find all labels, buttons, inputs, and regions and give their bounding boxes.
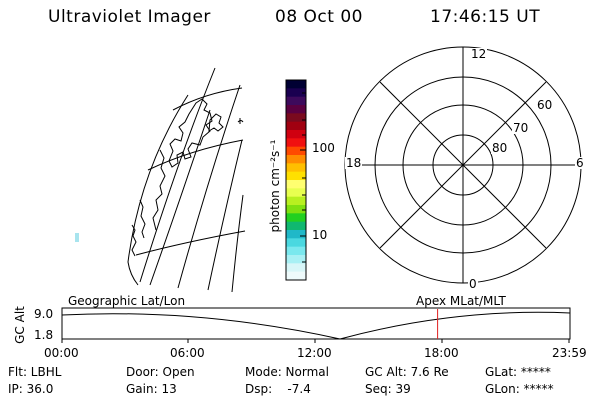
coastline [152,149,166,231]
latitude-line [147,139,244,171]
dsp-status: Dsp: -7.4 [245,382,311,396]
glon-status: GLon: ***** [485,382,554,396]
timeline-frame [61,307,571,340]
x-tick-label: 23:59 [552,346,587,360]
color-bar-band [286,146,306,156]
filter-status: Flt: LBHL [8,365,62,379]
color-bar-band [286,155,306,164]
color-bar-band [286,263,306,273]
color-bar-band [286,88,306,98]
image-pixel [75,233,79,242]
earth-limb [127,94,189,286]
lat-label-70: 70 [512,121,530,135]
lat-label-60: 60 [536,98,554,112]
color-bar-band [286,180,306,189]
mlt-label-0: 0 [468,277,478,291]
color-bar-band [286,246,306,256]
time-label: 17:46:15 UT [430,7,541,27]
color-bar-band [286,213,306,223]
longitude-line [177,84,241,289]
latitude-line [135,230,246,256]
longitude-line [231,194,244,293]
mlt-label-18: 18 [345,156,363,170]
coastline [237,118,244,124]
gc-altitude-curve [61,311,571,340]
mlt-label-12: 12 [470,47,488,61]
timeline-y-tick: 9.0 [34,307,54,321]
x-tick-label: 00:00 [44,346,79,360]
longitude-line [207,139,243,291]
color-bar-band [286,230,306,239]
coastline [168,98,213,168]
gc-alt-status: GC Alt: 7.6 Re [365,365,449,379]
latitude-line [172,87,243,111]
seq-status: Seq: 39 [365,382,411,396]
timeline-y-tick: 1.8 [34,328,54,342]
x-tick-label: 18:00 [424,346,459,360]
color-bar-band [286,130,306,139]
mode-status: Mode: Normal [245,365,329,379]
color-bar-band [286,96,306,106]
color-bar-band [286,105,306,114]
color-bar-band [286,138,306,148]
color-bar-band [286,121,306,131]
door-status: Door: Open [126,365,195,379]
coastline [131,224,137,257]
color-bar-tick-label: 100 [312,141,335,155]
instrument-title: Ultraviolet Imager [48,7,211,27]
color-bar-band [286,113,306,123]
ip-status: IP: 36.0 [8,382,54,396]
color-bar-band [286,163,306,173]
color-bar-band [286,80,306,89]
color-bar-band [286,238,306,248]
color-bar-band [286,188,306,198]
x-tick-label: 06:00 [170,346,205,360]
apex-label: Apex MLat/MLT [416,294,506,308]
color-bar-frame [285,79,307,281]
lat-label-80: 80 [491,141,509,155]
color-bar-band [286,196,306,206]
glat-status: GLat: ***** [485,365,551,379]
mlt-diagonal [379,81,547,249]
color-bar-band [286,171,306,181]
mlt-label-6: 6 [575,156,585,170]
date-label: 08 Oct 00 [275,7,363,27]
coastline [208,113,224,132]
color-bar-band [286,205,306,214]
color-bar-tick-label: 10 [312,228,328,242]
longitude-line [149,109,211,286]
color-bar-band [286,255,306,264]
x-tick-label: 12:00 [297,346,332,360]
color-bar-band [286,271,306,281]
coastline [139,199,146,239]
color-bar-band [286,221,306,231]
geographic-label: Geographic Lat/Lon [68,294,186,308]
gain-status: Gain: 13 [126,382,177,396]
